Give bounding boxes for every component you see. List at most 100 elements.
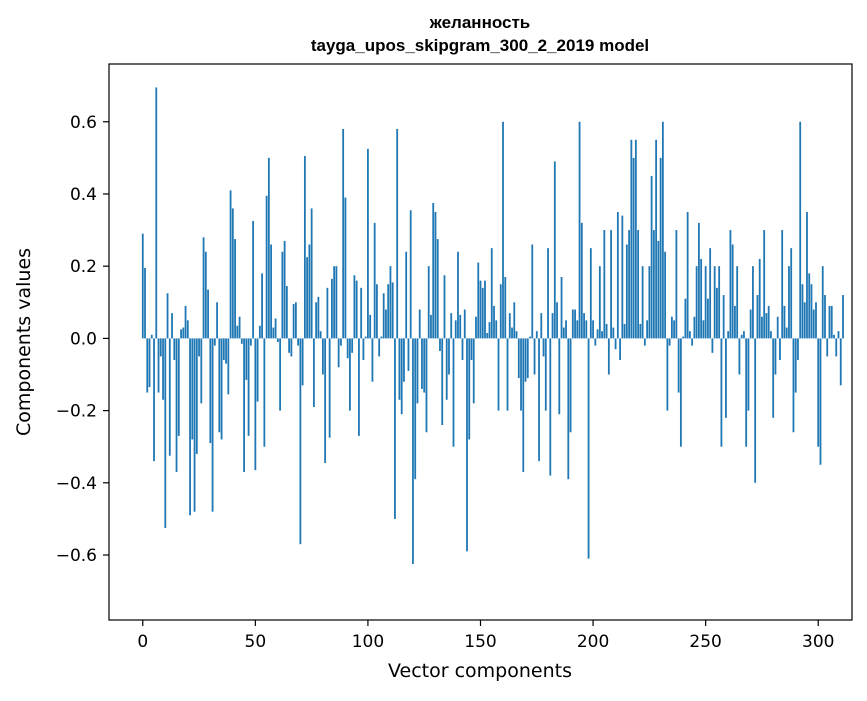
bar-141 [459,314,462,339]
bar-240 [682,336,685,339]
bar-3 [148,338,151,388]
bar-266 [740,334,743,339]
bar-311 [842,295,844,339]
bar-310 [839,338,842,386]
bar-289 [792,338,795,433]
bar-189 [567,338,570,480]
bar-246 [695,266,698,339]
bar-304 [826,338,829,357]
bar-32 [213,338,216,346]
bar-56 [267,157,270,339]
bar-277 [765,313,768,339]
bar-186 [560,277,563,339]
bar-71 [301,338,304,386]
bar-12 [168,338,171,456]
bar-162 [506,338,509,411]
bar-245 [693,316,696,339]
bar-218 [632,157,635,339]
bar-107 [382,293,385,339]
bar-309 [837,331,840,339]
bar-165 [513,302,516,339]
bar-22 [191,338,194,440]
bar-134 [443,275,446,339]
bar-306 [830,305,833,339]
bar-146 [470,338,473,361]
bar-307 [833,334,835,339]
bar-286 [785,327,788,339]
bar-147 [472,338,475,404]
bar-103 [373,222,376,339]
bar-89 [342,128,345,339]
bar-76 [312,338,315,407]
bar-8 [159,338,162,357]
bar-297 [810,284,813,339]
bar-225 [648,266,651,339]
bar-93 [351,338,354,353]
bar-262 [731,244,734,339]
x-tick-label: 200 [577,632,609,652]
bar-98 [362,338,365,361]
bar-182 [551,313,554,339]
y-tick-label: 0.4 [70,185,97,205]
bar-291 [797,338,799,361]
bar-203 [598,266,601,339]
bar-82 [326,287,329,339]
bar-223 [643,338,646,346]
bar-29 [207,289,209,339]
bar-208 [610,230,612,339]
bar-122 [416,338,419,404]
bar-252 [709,248,712,339]
bar-21 [189,338,191,516]
bar-177 [540,313,543,339]
bar-175 [535,331,538,339]
bar-254 [713,266,716,339]
bar-257 [720,338,723,447]
bar-292 [799,121,802,339]
bar-269 [747,338,750,411]
bar-62 [281,251,284,339]
bar-212 [619,338,621,361]
bar-238 [677,338,680,393]
bar-67 [292,304,295,339]
bar-172 [529,336,531,339]
bar-205 [603,230,606,339]
bar-145 [468,338,471,440]
bar-193 [576,320,579,339]
bar-285 [783,305,786,339]
bar-195 [580,222,583,339]
bar-129 [432,203,435,339]
bar-46 [245,338,248,380]
bar-248 [700,258,703,339]
bar-222 [641,266,644,339]
bar-149 [477,262,480,339]
bar-110 [389,266,392,339]
bar-96 [358,338,360,436]
bar-142 [461,338,464,361]
bar-275 [761,316,763,339]
x-tick-label: 250 [689,632,721,652]
bar-211 [616,212,619,339]
bar-26 [200,338,203,404]
bar-42 [236,325,239,339]
bar-215 [625,244,628,339]
bar-242 [686,212,689,339]
bar-227 [652,230,655,339]
bar-190 [569,338,572,433]
bar-273 [756,295,759,339]
bar-209 [612,327,615,339]
bar-260 [727,331,730,339]
bar-11 [166,293,169,339]
bar-194 [578,121,581,339]
bar-140 [457,251,459,339]
bar-118 [407,338,410,371]
bar-19 [184,305,187,339]
bar-288 [790,248,793,339]
bar-271 [752,266,754,339]
bar-86 [335,266,338,339]
bar-183 [553,161,556,339]
bar-123 [418,309,421,339]
bar-276 [763,230,766,339]
bar-219 [634,139,637,339]
